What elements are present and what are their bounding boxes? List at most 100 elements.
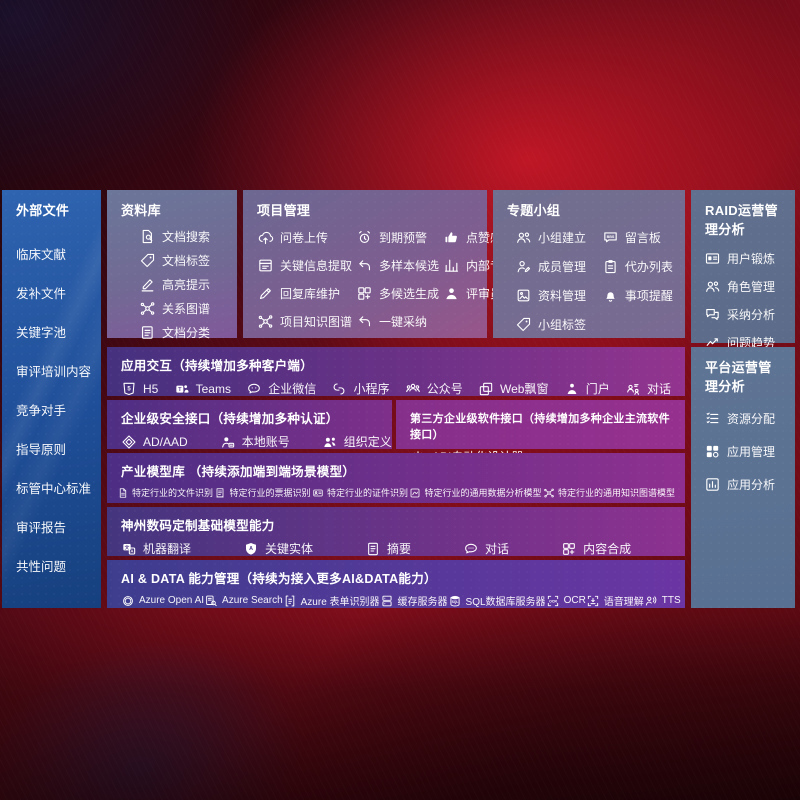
svg-text:T: T <box>178 387 182 393</box>
panel-data-library: 资料库 文档搜索 文档标签 高亮提示 关系图谱 文档分类 <box>107 190 237 341</box>
feature-label: 到期预警 <box>379 231 428 245</box>
summary-icon <box>365 541 381 557</box>
sidebar-item: 审评报告 <box>16 521 67 535</box>
feature-item: 特定行业的通用知识图谱模型 <box>543 486 675 499</box>
feature-label: 成员管理 <box>538 260 587 274</box>
feature-label: 资料管理 <box>538 289 587 303</box>
sidebar-item: 关键字池 <box>16 326 67 340</box>
feature-label: 用户锻炼 <box>727 252 776 266</box>
card-icon <box>312 487 324 499</box>
graph-icon <box>543 487 555 499</box>
row-title: 应用交互（持续增加多种客户端） <box>121 359 314 373</box>
talk-icon <box>625 381 641 397</box>
feature-label: 文档分类 <box>162 326 211 340</box>
feature-label: 关键信息提取 <box>280 259 353 273</box>
industry-model-items: 特定行业的文件识别 特定行业的票据识别 特定行业的证件识别 特定行业的通用数据分析模型… <box>107 480 685 499</box>
feature-item: 文档分类 <box>139 324 231 341</box>
feature-label: 一键采纳 <box>379 315 428 329</box>
feature-item: TTS <box>644 594 681 608</box>
row-app-interaction: 应用交互（持续增加多种客户端） 5 H5 T Teams 企业微信 小程序 公众号 Web飘窗… <box>107 347 685 396</box>
tag-icon <box>515 316 532 333</box>
feature-label: 小程序 <box>353 382 390 396</box>
topic-groups-grid: 小组建立 BBS 留言板 成员管理 代办列表 资料管理 事项提醒 小组标签 <box>493 219 685 333</box>
feature-label: 角色管理 <box>727 280 776 294</box>
feature-label: 项目知识图谱 <box>280 315 353 329</box>
project-management-grid: 问卷上传到期预警点赞感谢关键信息提取多样本候选内部专家排名回复库维护多候选生成评… <box>243 219 538 330</box>
panel-project-management: 项目管理 问卷上传到期预警点赞感谢关键信息提取多样本候选内部专家排名回复库维护多… <box>243 190 538 338</box>
teams-icon: T <box>174 381 190 397</box>
graph-icon <box>139 300 156 317</box>
sidebar-item: 竞争对手 <box>16 404 67 418</box>
feature-label: Teams <box>195 381 231 396</box>
pen-icon <box>257 285 274 302</box>
feature-label: H5 <box>143 381 159 396</box>
mini-icon <box>331 381 347 397</box>
feature-label: 文档标签 <box>162 254 211 268</box>
feature-item: 一键采纳 <box>356 313 439 330</box>
svg-text:BBS: BBS <box>607 235 615 239</box>
feature-label: 缓存服务器 <box>397 597 448 608</box>
feature-label: 门户 <box>585 382 610 396</box>
feature-item: 关键信息提取 <box>257 257 352 274</box>
feature-label: 特定行业的通用数据分析模型 <box>424 488 542 498</box>
feature-label: 组织定义 <box>343 435 392 449</box>
feature-item: 资料管理 <box>515 287 596 304</box>
row-title: AI & DATA 能力管理（持续为接入更多AI&DATA能力） <box>121 572 437 586</box>
feature-item: 小组建立 <box>515 229 596 246</box>
feature-label: 关系图谱 <box>162 302 211 316</box>
feature-item: 多候选生成 <box>356 285 439 302</box>
row-third-party-interface: 第三方企业级软件接口（持续增加多种企业主流软件接口） API自动化设计器 <box>396 400 685 464</box>
app-interaction-items: 5 H5 T Teams 企业微信 小程序 公众号 Web飘窗 门户 对话 <box>107 374 685 397</box>
feature-item: 特定行业的文件识别 <box>117 486 213 499</box>
graph-icon <box>257 313 274 330</box>
h5-icon: 5 <box>121 381 137 397</box>
doc-icon <box>117 487 129 499</box>
id-card-icon <box>704 250 721 267</box>
feature-item: 应用分析 <box>704 476 791 493</box>
external-files-list: 临床文献 发补文件 关键字池 审评培训内容 竞争对手 指导原则 标管中心标准 审评报告 共性问题 <box>2 219 101 575</box>
feature-label: Azure Open AI <box>139 595 205 606</box>
feature-item: 小组标签 <box>515 316 596 333</box>
feature-item: 本地账号 <box>220 433 290 450</box>
feature-item: 小程序 <box>331 380 389 397</box>
feature-item: T Teams <box>174 381 231 397</box>
feature-item: Azure 表单识别器 <box>283 593 380 608</box>
row-title: 企业级安全接口（持续增加多种认证） <box>121 412 339 426</box>
row-security-interface: 企业级安全接口（持续增加多种认证） AD/AAD 本地账号 组织定义 <box>107 400 392 449</box>
org-icon <box>322 434 338 450</box>
feature-label: 代办列表 <box>624 260 673 274</box>
row-industry-models: 产业模型库 （持续添加端到端场景模型） 特定行业的文件识别 特定行业的票据识别 特定… <box>107 453 685 503</box>
panel-title: 外部文件 <box>16 203 70 218</box>
feature-item: 门户 <box>564 380 610 397</box>
row-base-models: 神州数码定制基础模型能力 文 A 机器翻译 A 关键实体 摘要 对话 内容合成 <box>107 507 685 556</box>
feature-label: 公众号 <box>426 382 463 396</box>
feature-item: 组织定义 <box>322 433 392 450</box>
speech-icon <box>586 594 600 608</box>
feature-item: 对话 <box>463 540 509 557</box>
sidebar-item: 临床文献 <box>16 248 67 262</box>
arrow-back-icon <box>356 313 373 330</box>
feature-item: 对话 <box>625 380 671 397</box>
search-doc-icon <box>204 594 218 608</box>
feature-item: 角色管理 <box>704 278 791 295</box>
feature-item: 特定行业的票据识别 <box>214 486 311 499</box>
feature-item: 缓存服务器 <box>380 593 448 608</box>
form-icon <box>283 594 297 608</box>
wechat-icon <box>246 381 262 397</box>
data-chart-icon <box>409 487 421 499</box>
feature-label: 多候选生成 <box>379 287 440 301</box>
panel-title: 资料库 <box>121 203 161 218</box>
panel-title: 专题小组 <box>507 203 561 218</box>
bell-icon <box>602 287 619 304</box>
panel-title: 项目管理 <box>257 203 311 218</box>
sql-icon: SQL <box>448 594 462 608</box>
feature-item: 特定行业的证件识别 <box>312 486 408 499</box>
shield-icon <box>121 434 137 450</box>
ai-data-items: Azure Open AI Azure Search Azure 表单识别器 缓存服务… <box>107 587 685 608</box>
row-title: 第三方企业级软件接口（持续增加多种企业主流软件接口） <box>410 413 670 441</box>
portal-icon <box>564 381 580 397</box>
feature-item: AD/AAD <box>121 434 188 450</box>
sidebar-item: 标管中心标准 <box>16 482 92 496</box>
feature-item: 到期预警 <box>356 229 439 246</box>
row-title: 神州数码定制基础模型能力 <box>121 519 275 533</box>
